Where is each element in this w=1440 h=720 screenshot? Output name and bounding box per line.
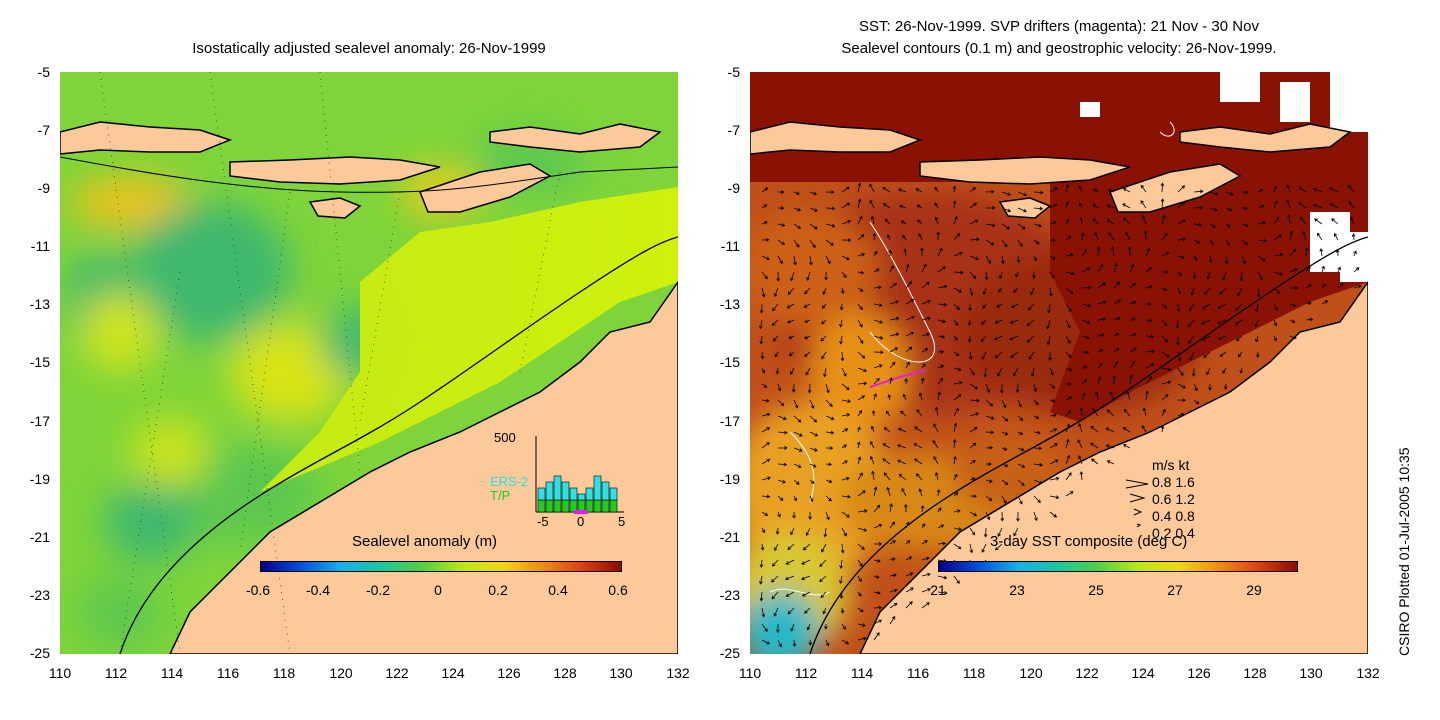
right-x-tick: 110 (738, 665, 762, 681)
right-panel-title-line2: Sealevel contours (0.1 m) and geostrophi… (841, 40, 1277, 57)
right-y-tick: -15 (719, 354, 740, 370)
inset-bar-ers2 (585, 487, 594, 501)
left-x-tick: 122 (385, 665, 409, 681)
left-y-tick: -15 (29, 354, 50, 370)
inset-bar-ers2 (577, 493, 586, 501)
inset-bar-tp (553, 499, 562, 513)
inset-bar-tp (609, 499, 618, 513)
inset-bar-ers2 (601, 481, 610, 501)
speed-legend-row: 0.2 0.4 (1152, 525, 1195, 541)
left-y-tick: -11 (30, 238, 50, 254)
right-colorbar (938, 561, 1298, 572)
left-y-tick: -23 (29, 587, 50, 603)
left-y-tick: -17 (29, 413, 50, 429)
inset-bar-tp (537, 499, 546, 513)
inset-histogram (535, 436, 624, 514)
left-x-tick: 120 (329, 665, 353, 681)
inset-x-label: -5 (537, 514, 549, 529)
speed-legend-header: m/s kt (1152, 457, 1190, 473)
left-x-tick: 118 (272, 665, 296, 681)
right-x-tick: 130 (1299, 665, 1323, 681)
left-colorbar-label: -0.2 (365, 582, 391, 598)
left-colorbar-title: Sealevel anomaly (m) (352, 533, 498, 550)
left-y-tick: -5 (37, 64, 50, 80)
right-x-tick: 116 (906, 665, 930, 681)
inset-y-max-label: 500 (494, 430, 516, 445)
right-y-tick: -19 (719, 471, 740, 487)
inset-series-tp: T/P (490, 488, 511, 503)
left-x-tick: 130 (609, 665, 633, 681)
right-y-tick: -13 (719, 296, 740, 312)
right-colorbar-label: 29 (1246, 582, 1262, 598)
left-colorbar-label: 0.2 (488, 582, 508, 598)
inset-x-label: 5 (618, 514, 626, 529)
inset-bar-ers2 (545, 481, 554, 501)
left-y-tick: -7 (37, 122, 50, 138)
inset-bar-ers2 (609, 487, 618, 501)
speed-legend-arrows (1125, 479, 1149, 528)
right-y-tick: -25 (719, 645, 740, 661)
right-x-tick: 132 (1356, 665, 1380, 681)
inset-bar-ers2 (537, 487, 546, 501)
speed-legend-row: 0.4 0.8 (1152, 508, 1195, 524)
right-y-tick: -17 (719, 413, 740, 429)
inset-bar-tp (561, 499, 570, 513)
left-y-tick: -9 (37, 180, 50, 196)
left-x-tick: 132 (666, 665, 690, 681)
left-x-tick: 116 (216, 665, 240, 681)
right-y-tick: -11 (720, 238, 740, 254)
inset-bar-ers2 (553, 475, 562, 501)
right-y-tick: -7 (727, 122, 740, 138)
right-colorbar-label: 23 (1009, 582, 1025, 598)
left-colorbar-label: 0.6 (608, 582, 628, 598)
right-x-tick: 118 (962, 665, 986, 681)
plot-credit: CSIRO Plotted 01-Jul-2005 10:35 (1396, 447, 1412, 656)
sst-map (750, 72, 1368, 654)
right-x-tick: 128 (1243, 665, 1267, 681)
inset-bar-tp (601, 499, 610, 513)
right-y-tick: -9 (727, 180, 740, 196)
left-colorbar-label: 0 (434, 582, 442, 598)
left-panel-title: Isostatically adjusted sealevel anomaly:… (192, 40, 546, 57)
left-colorbar-label: -0.4 (305, 582, 331, 598)
inset-bar-ers2 (569, 487, 578, 501)
left-x-tick: 110 (48, 665, 72, 681)
inset-bar-ers2 (593, 475, 602, 501)
left-x-tick: 114 (160, 665, 184, 681)
left-y-tick: -13 (29, 296, 50, 312)
right-x-tick: 114 (850, 665, 874, 681)
left-colorbar-label: 0.4 (548, 582, 568, 598)
left-colorbar (260, 561, 622, 572)
inset-bar-tp (593, 499, 602, 513)
right-colorbar-label: 25 (1088, 582, 1104, 598)
inset-bar-tp (545, 499, 554, 513)
right-x-tick: 124 (1131, 665, 1155, 681)
right-y-tick: -23 (719, 587, 740, 603)
left-x-tick: 126 (497, 665, 521, 681)
right-colorbar-label: 27 (1167, 582, 1183, 598)
right-x-tick: 112 (794, 665, 818, 681)
right-x-tick: 122 (1075, 665, 1099, 681)
right-panel-title-line1: SST: 26-Nov-1999. SVP drifters (magenta)… (859, 18, 1259, 35)
left-x-tick: 112 (104, 665, 128, 681)
right-x-tick: 120 (1019, 665, 1043, 681)
right-colorbar-title: 3-day SST composite (deg C) (990, 533, 1188, 550)
left-x-tick: 128 (553, 665, 577, 681)
left-colorbar-label: -0.6 (245, 582, 271, 598)
left-y-tick: -21 (29, 529, 50, 545)
left-x-tick: 124 (441, 665, 465, 681)
inset-x-label: 0 (577, 514, 585, 529)
inset-series-ers2: ERS-2 (490, 474, 529, 489)
right-y-tick: -5 (727, 64, 740, 80)
right-colorbar-label: 21 (930, 582, 946, 598)
speed-legend-row: 0.8 1.6 (1152, 474, 1195, 490)
inset-bar-ers2 (561, 481, 570, 501)
speed-legend-row: 0.6 1.2 (1152, 491, 1195, 507)
left-y-tick: -19 (29, 471, 50, 487)
left-y-tick: -25 (29, 645, 50, 661)
right-x-tick: 126 (1187, 665, 1211, 681)
right-y-tick: -21 (719, 529, 740, 545)
